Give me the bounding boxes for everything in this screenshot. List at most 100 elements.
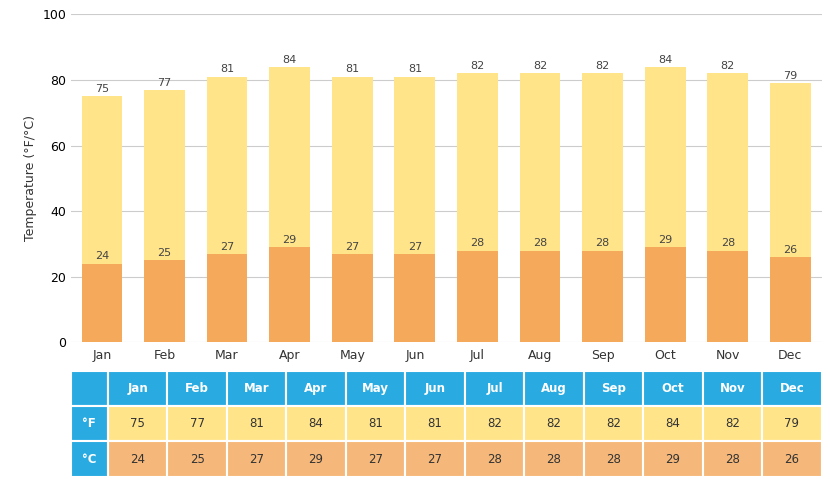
Text: 82: 82: [606, 417, 621, 431]
Text: 24: 24: [95, 251, 109, 262]
Text: 28: 28: [471, 239, 485, 248]
Text: 24: 24: [130, 453, 145, 466]
Bar: [144, 261, 185, 342]
Text: 81: 81: [249, 417, 264, 431]
FancyBboxPatch shape: [227, 442, 286, 477]
Bar: [332, 77, 373, 342]
FancyBboxPatch shape: [405, 371, 465, 406]
Text: 82: 82: [595, 61, 610, 71]
Bar: [269, 67, 310, 342]
FancyBboxPatch shape: [168, 442, 227, 477]
Text: 28: 28: [606, 453, 621, 466]
FancyBboxPatch shape: [405, 406, 465, 442]
Text: 84: 84: [666, 417, 681, 431]
FancyBboxPatch shape: [643, 442, 703, 477]
Text: 25: 25: [190, 453, 204, 466]
Text: °C: °C: [82, 453, 96, 466]
Text: 82: 82: [725, 417, 740, 431]
Y-axis label: Temperature (°F/°C): Temperature (°F/°C): [24, 115, 37, 241]
FancyBboxPatch shape: [583, 371, 643, 406]
Bar: [394, 254, 435, 342]
Text: 29: 29: [666, 453, 681, 466]
FancyBboxPatch shape: [465, 371, 525, 406]
Bar: [269, 247, 310, 342]
FancyBboxPatch shape: [405, 442, 465, 477]
Bar: [81, 96, 122, 342]
Text: Apr: Apr: [305, 382, 328, 395]
Bar: [81, 264, 122, 342]
FancyBboxPatch shape: [168, 371, 227, 406]
Text: Jan: Jan: [127, 382, 148, 395]
FancyBboxPatch shape: [108, 371, 168, 406]
Text: 27: 27: [249, 453, 264, 466]
Text: 82: 82: [720, 61, 735, 71]
Text: 29: 29: [309, 453, 324, 466]
Text: Jun: Jun: [425, 382, 446, 395]
FancyBboxPatch shape: [227, 371, 286, 406]
FancyBboxPatch shape: [168, 406, 227, 442]
Bar: [207, 77, 247, 342]
FancyBboxPatch shape: [346, 371, 405, 406]
Text: 75: 75: [130, 417, 145, 431]
FancyBboxPatch shape: [643, 371, 703, 406]
Bar: [770, 83, 811, 342]
Text: 81: 81: [345, 64, 359, 74]
FancyBboxPatch shape: [525, 442, 583, 477]
FancyBboxPatch shape: [71, 406, 108, 442]
FancyBboxPatch shape: [71, 371, 108, 406]
Bar: [707, 73, 748, 342]
Text: 81: 81: [220, 64, 234, 74]
Text: 28: 28: [720, 239, 735, 248]
FancyBboxPatch shape: [762, 442, 822, 477]
Text: 82: 82: [471, 61, 485, 71]
FancyBboxPatch shape: [525, 406, 583, 442]
Bar: [520, 73, 560, 342]
FancyBboxPatch shape: [583, 406, 643, 442]
Text: Feb: Feb: [185, 382, 209, 395]
Text: 28: 28: [595, 239, 610, 248]
FancyBboxPatch shape: [703, 442, 762, 477]
Text: °F: °F: [82, 417, 96, 431]
Bar: [583, 251, 623, 342]
Bar: [332, 254, 373, 342]
Text: 28: 28: [547, 453, 561, 466]
Text: 77: 77: [158, 78, 172, 88]
FancyBboxPatch shape: [227, 406, 286, 442]
Text: 27: 27: [427, 453, 442, 466]
Text: 84: 84: [658, 55, 672, 65]
Bar: [707, 251, 748, 342]
FancyBboxPatch shape: [703, 406, 762, 442]
Text: 79: 79: [784, 417, 799, 431]
Text: 81: 81: [369, 417, 383, 431]
Text: 28: 28: [487, 453, 502, 466]
Text: 81: 81: [408, 64, 422, 74]
Text: May: May: [362, 382, 389, 395]
FancyBboxPatch shape: [525, 371, 583, 406]
Text: Nov: Nov: [720, 382, 745, 395]
Text: 28: 28: [533, 239, 547, 248]
Text: 27: 27: [345, 241, 359, 251]
Bar: [457, 73, 498, 342]
FancyBboxPatch shape: [703, 371, 762, 406]
Text: 82: 82: [533, 61, 547, 71]
Text: 27: 27: [220, 241, 234, 251]
Text: 77: 77: [189, 417, 205, 431]
Text: Mar: Mar: [244, 382, 270, 395]
Text: Jul: Jul: [486, 382, 503, 395]
Text: Oct: Oct: [662, 382, 684, 395]
Bar: [770, 257, 811, 342]
FancyBboxPatch shape: [583, 442, 643, 477]
FancyBboxPatch shape: [465, 442, 525, 477]
Text: 25: 25: [158, 248, 172, 258]
FancyBboxPatch shape: [643, 406, 703, 442]
Bar: [207, 254, 247, 342]
Text: 27: 27: [408, 241, 422, 251]
Text: 29: 29: [658, 235, 672, 245]
FancyBboxPatch shape: [346, 406, 405, 442]
Bar: [645, 67, 686, 342]
Text: 75: 75: [95, 84, 109, 94]
Text: 82: 82: [547, 417, 561, 431]
FancyBboxPatch shape: [346, 442, 405, 477]
Bar: [583, 73, 623, 342]
Text: 29: 29: [282, 235, 297, 245]
